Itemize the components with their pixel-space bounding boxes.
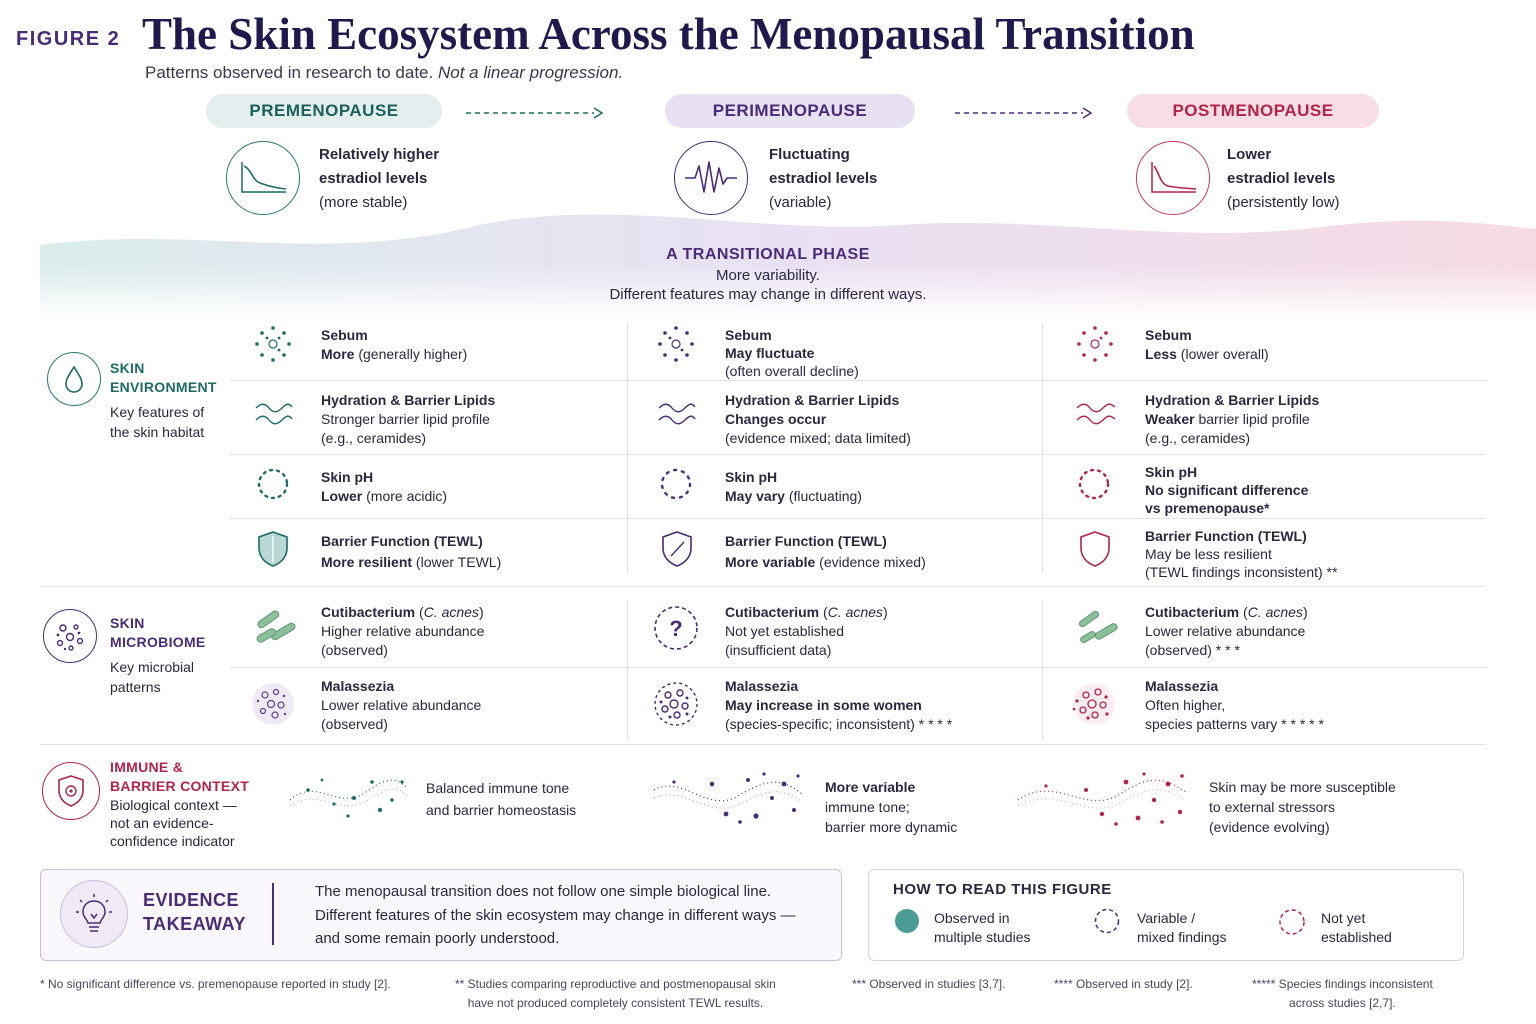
- hydration-premenopause: Hydration & Barrier Lipids Stronger barr…: [321, 392, 496, 446]
- sebum-perimenopause: Sebum May fluctuate (often overall declin…: [725, 327, 859, 379]
- legend-variable-label: Variable / mixed findings: [1137, 910, 1227, 945]
- transition-title: A TRANSITIONAL PHASE: [666, 246, 870, 263]
- hydration-wave-icon: [1076, 403, 1116, 425]
- transition-line-1: More variability.: [716, 267, 820, 284]
- legend-box: [868, 869, 1464, 961]
- evidence-divider: [272, 883, 274, 945]
- malassezia-perimenopause: Malassezia May increase in some women (sp…: [725, 678, 953, 732]
- barrier-postmenopause: Barrier Function (TEWL) May be less resi…: [1145, 528, 1338, 580]
- transition-wave: [0, 214, 1536, 315]
- immune-tone-wave-icon: [1017, 772, 1187, 826]
- transition-line-2: Different features may change in differe…: [609, 286, 927, 303]
- stage-pill-perimenopause: PERIMENOPAUSE: [665, 94, 915, 128]
- section-divider: [40, 586, 1486, 587]
- immune-premenopause: Balanced immune tone and barrier homeosta…: [426, 780, 577, 818]
- svg-text:?: ?: [669, 616, 682, 641]
- sebum-postmenopause: Sebum Less (lower overall): [1145, 327, 1269, 362]
- section-title-microbiome: SKIN MICROBIOME: [110, 615, 206, 650]
- column-divider: [1042, 323, 1043, 573]
- hydration-postmenopause: Hydration & Barrier Lipids Weaker barrie…: [1145, 392, 1320, 446]
- sebum-premenopause: Sebum More (generally higher): [321, 327, 468, 362]
- section-title-environment: SKIN ENVIRONMENT: [110, 360, 217, 395]
- immune-tone-wave-icon: [289, 778, 409, 818]
- microbiome-cells-icon: [43, 609, 97, 663]
- column-divider: [627, 600, 628, 740]
- footnote-4: **** Observed in study [2].: [1054, 977, 1193, 991]
- yeast-cluster-icon: [654, 682, 698, 726]
- sebum-dots-icon: [255, 326, 291, 362]
- footnote-1: * No significant difference vs. premenop…: [40, 977, 391, 991]
- shield-icon: [662, 531, 692, 567]
- footnote-5: ***** Species findings inconsistent acros…: [1252, 977, 1433, 1010]
- immune-postmenopause: Skin may be more susceptible to external …: [1209, 779, 1396, 835]
- legend-variable-swatch: [1094, 908, 1120, 934]
- column-divider: [627, 323, 628, 573]
- legend-notyet-swatch: [1279, 909, 1305, 935]
- immune-tone-wave-icon: [653, 772, 803, 824]
- ph-perimenopause: Skin pH May vary (fluctuating): [725, 469, 862, 504]
- stage-pill-postmenopause: POSTMENOPAUSE: [1127, 94, 1379, 128]
- dashed-arrow-icon: [955, 107, 1093, 119]
- yeast-cluster-icon: [252, 683, 294, 725]
- hydration-wave-icon: [255, 403, 293, 425]
- barrier-premenopause: Barrier Function (TEWL) More resilient (…: [321, 533, 502, 570]
- lightbulb-icon: [60, 880, 128, 948]
- premenopause-levels: Relatively higher estradiol levels (more s…: [319, 146, 440, 211]
- shield-icon: [1080, 531, 1110, 567]
- section-divider: [40, 744, 1486, 745]
- cutibacterium-premenopause: Cutibacterium (C. acnes) Higher relative…: [321, 604, 485, 658]
- legend-notyet-label: Not yet established: [1321, 910, 1392, 945]
- ph-premenopause: Skin pH Lower (more acidic): [321, 469, 448, 504]
- figure-label: FIGURE 2: [16, 28, 121, 50]
- section-desc-microbiome: Key microbial patterns: [110, 659, 195, 695]
- footnote-2: ** Studies comparing reproductive and po…: [455, 977, 776, 1010]
- malassezia-premenopause: Malassezia Lower relative abundance (obse…: [321, 678, 482, 732]
- ph-dotted-circle-icon: [257, 468, 289, 500]
- subtitle: Patterns observed in research to date. N…: [145, 63, 624, 82]
- footnote-3: *** Observed in studies [3,7].: [852, 977, 1006, 991]
- ph-postmenopause: Skin pH No significant difference vs prem…: [1145, 464, 1309, 516]
- bacteria-rods-icon: [256, 610, 296, 643]
- hydration-wave-icon: [658, 403, 696, 425]
- cutibacterium-postmenopause: Cutibacterium (C. acnes) Lower relative …: [1145, 604, 1308, 658]
- malassezia-postmenopause: Malassezia Often higher, species patterns…: [1145, 678, 1324, 732]
- barrier-perimenopause: Barrier Function (TEWL) More variable (e…: [725, 533, 926, 570]
- sebum-dots-icon: [1077, 326, 1113, 362]
- cutibacterium-perimenopause: Cutibacterium (C. acnes) Not yet establi…: [725, 604, 888, 658]
- immune-perimenopause: More variable immune tone; barrier more dy…: [825, 779, 958, 835]
- row-divider: [230, 454, 1486, 455]
- row-divider: [230, 518, 1486, 519]
- postmenopause-levels: Lower estradiol levels (persistently low): [1227, 146, 1340, 211]
- dashed-arrow-icon: [466, 107, 604, 119]
- fluctuating-wave-icon: [674, 141, 748, 215]
- perimenopause-levels: Fluctuating estradiol levels (variable): [769, 146, 878, 211]
- question-mark-icon: ?: [654, 606, 698, 650]
- row-divider: [230, 380, 1486, 381]
- bacteria-rods-icon: [1078, 610, 1118, 643]
- section-desc-immune: Biological context — not an evidence-conf…: [110, 797, 237, 849]
- low-curve-icon: [1136, 141, 1210, 215]
- sebum-dots-icon: [658, 326, 694, 362]
- evidence-takeaway-title: EVIDENCE TAKEAWAY: [143, 890, 247, 934]
- ph-dotted-circle-icon: [660, 468, 692, 500]
- stage-pill-premenopause: PREMENOPAUSE: [206, 94, 442, 128]
- declining-curve-icon: [226, 141, 300, 215]
- row-divider: [230, 667, 1486, 668]
- ph-dotted-circle-icon: [1078, 468, 1110, 500]
- shield-icon: [258, 531, 288, 567]
- immune-shield-icon: [42, 762, 100, 820]
- section-title-immune: IMMUNE & BARRIER CONTEXT: [110, 759, 250, 794]
- legend-observed-label: Observed in multiple studies: [934, 910, 1031, 945]
- section-desc-environment: Key features of the skin habitat: [110, 404, 205, 440]
- water-drop-icon: [47, 352, 101, 406]
- evidence-takeaway-text: The menopausal transition does not follo…: [315, 883, 796, 947]
- page-title: The Skin Ecosystem Across the Menopausal…: [142, 9, 1195, 59]
- hydration-perimenopause: Hydration & Barrier Lipids Changes occur…: [725, 392, 911, 446]
- evidence-takeaway-box: [40, 869, 842, 961]
- legend-title: HOW TO READ THIS FIGURE: [893, 881, 1112, 898]
- column-divider: [1042, 600, 1043, 740]
- yeast-cluster-icon: [1072, 683, 1115, 725]
- legend-observed-swatch: [895, 909, 919, 933]
